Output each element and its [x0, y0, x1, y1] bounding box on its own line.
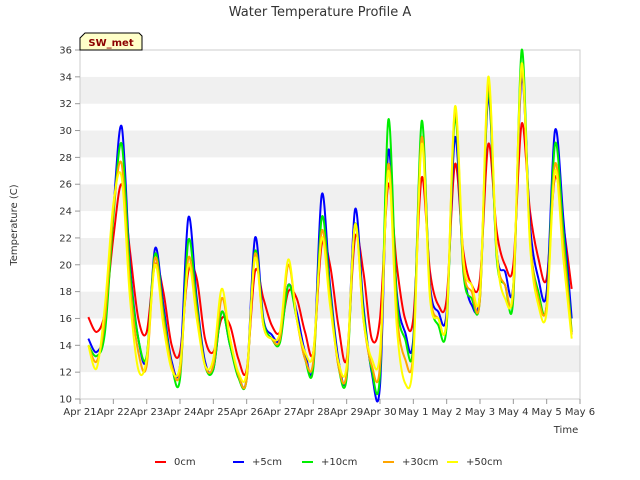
y-tick-label: 14 [59, 341, 72, 352]
grid-band [80, 76, 580, 104]
y-tick-label: 22 [59, 233, 72, 244]
legend: 0cm +5cm +10cm +30cm +50cm [155, 457, 502, 468]
grid-band [80, 50, 580, 77]
y-tick-label: 24 [59, 207, 72, 218]
x-tick-label: Apr 22 [97, 407, 130, 418]
legend-item: +30cm [383, 457, 438, 468]
grid-band [80, 211, 580, 238]
x-tick-label: Apr 28 [297, 407, 330, 418]
legend-label: +30cm [402, 457, 438, 468]
y-tick-label: 12 [59, 368, 72, 379]
x-tick-label: May 2 [432, 407, 462, 418]
x-tick-label: May 1 [398, 407, 428, 418]
grid-band [80, 318, 580, 346]
y-axis-label: Temperature (C) [9, 184, 20, 266]
grid-band [80, 184, 580, 212]
station-badge-label: SW_met [88, 38, 133, 49]
legend-label: 0cm [174, 457, 196, 468]
legend-label: +10cm [321, 457, 357, 468]
y-tick-label: 34 [59, 72, 72, 83]
y-tick-label: 30 [59, 126, 72, 137]
grid-band [80, 345, 580, 373]
grid-band [80, 157, 580, 185]
series-line-50cm [87, 62, 573, 390]
x-tick-label: Apr 21 [63, 407, 96, 418]
x-tick-label: Apr 30 [363, 407, 396, 418]
y-tick-label: 32 [59, 99, 72, 110]
plot-frame [79, 49, 581, 400]
legend-item: +50cm [447, 457, 502, 468]
x-tick-label: Apr 23 [130, 407, 163, 418]
x-tick-label: Apr 29 [330, 407, 363, 418]
x-axis: Apr 21 Apr 22 Apr 23 Apr 24 Apr 25 Apr 26 Apr … [63, 399, 595, 418]
y-tick-label: 20 [59, 260, 72, 271]
y-tick-label: 28 [59, 153, 72, 164]
y-tick-label: 26 [59, 180, 72, 191]
y-axis: 10 12 14 16 18 20 22 24 26 28 30 32 34 36 [59, 46, 80, 406]
legend-item: +5cm [233, 457, 282, 468]
x-axis-label: Time [553, 425, 578, 436]
x-tick-label: May 6 [565, 407, 595, 418]
x-tick-label: May 3 [465, 407, 495, 418]
x-tick-label: Apr 24 [163, 407, 196, 418]
y-tick-label: 18 [59, 287, 72, 298]
y-tick-label: 10 [59, 395, 72, 406]
x-tick-label: May 5 [532, 407, 562, 418]
x-tick-label: May 4 [498, 407, 528, 418]
y-tick-label: 16 [59, 314, 72, 325]
x-tick-label: Apr 25 [197, 407, 230, 418]
series-layer [87, 48, 573, 403]
plot-area [79, 48, 581, 403]
grid-band [80, 130, 580, 158]
x-tick-label: Apr 26 [230, 407, 263, 418]
grid-band [80, 372, 580, 399]
grid-bands [80, 50, 580, 399]
y-tick-label: 36 [59, 46, 72, 57]
legend-item: 0cm [155, 457, 196, 468]
x-tick-label: Apr 27 [263, 407, 296, 418]
badge-box [79, 32, 143, 51]
legend-label: +5cm [252, 457, 282, 468]
legend-item: +10cm [302, 457, 357, 468]
chart-title: Water Temperature Profile A [229, 5, 412, 20]
legend-label: +50cm [466, 457, 502, 468]
station-badge: SW_met [79, 32, 143, 51]
grid-band [80, 103, 580, 131]
